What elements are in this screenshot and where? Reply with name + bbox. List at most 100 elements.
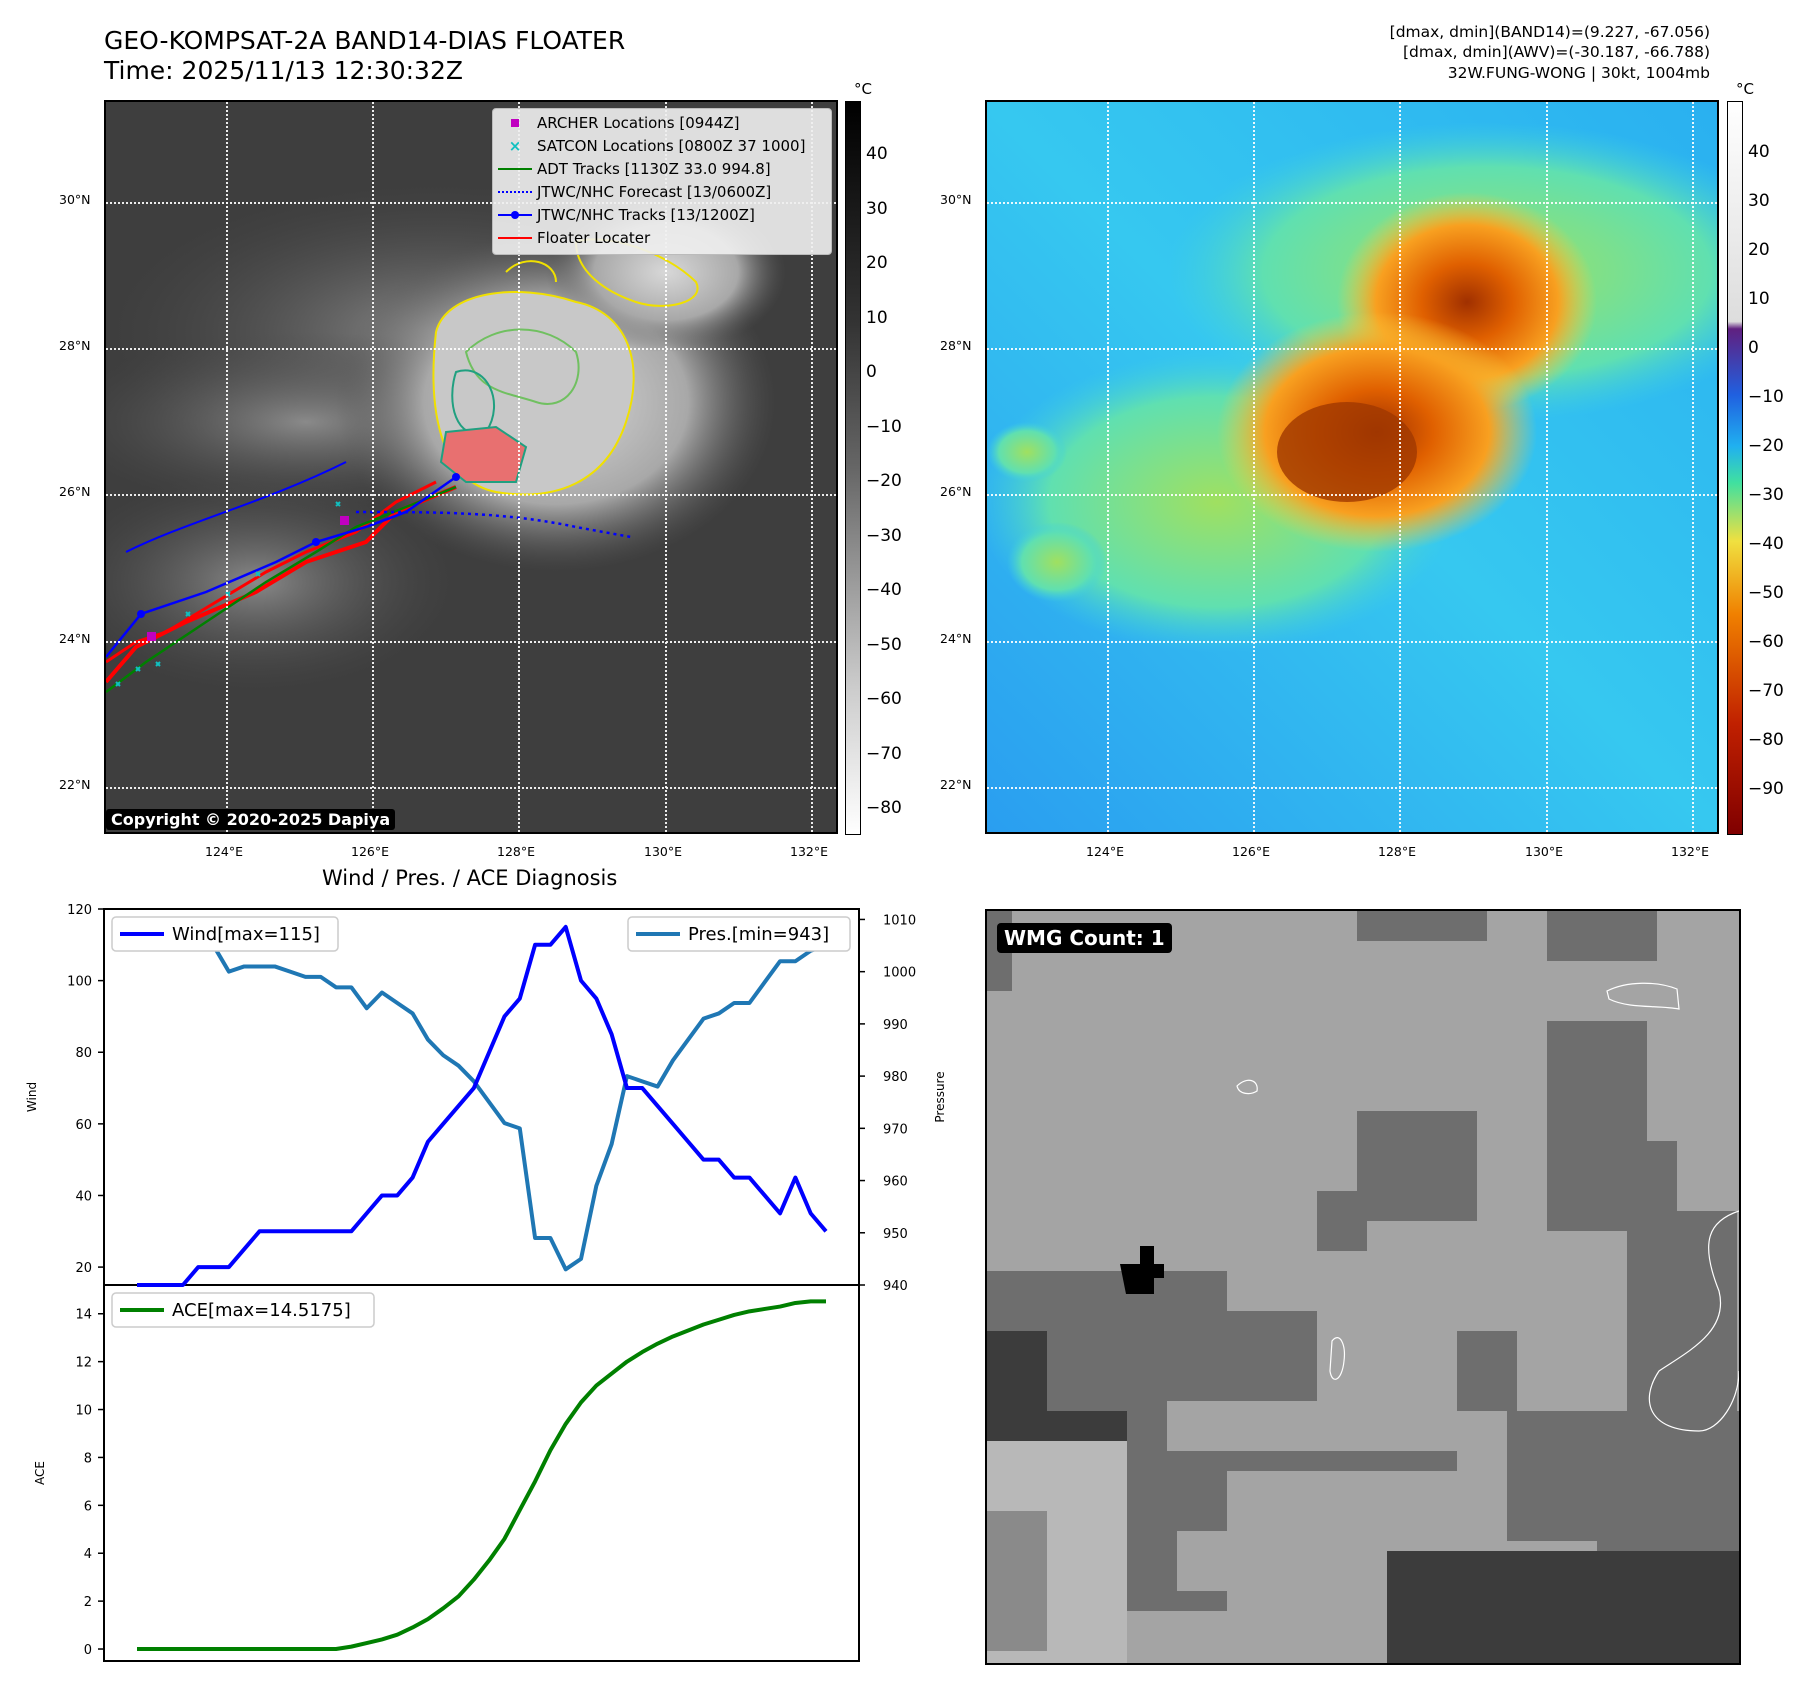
ir-colorbar-tick-label: −80	[866, 798, 902, 818]
wv-imagery	[987, 102, 1717, 832]
wind-axes-frame	[103, 908, 860, 1286]
legend-satcon-label: SATCON Locations [0800Z 37 1000]	[537, 136, 806, 155]
wv-map	[985, 100, 1719, 834]
wv-lon-label: 128°E	[1378, 844, 1417, 859]
wv-colorbar-tick-label: −50	[1748, 583, 1784, 603]
ace-y-tick-label: 2	[84, 1595, 92, 1610]
legend-floater-label: Floater Locater	[537, 228, 651, 247]
wv-colorbar-tick-label: −10	[1748, 387, 1784, 407]
legend-jtwc-tracks-label: JTWC/NHC Tracks [13/1200Z]	[537, 205, 755, 224]
wv-colorbar-tick-label: −40	[1748, 534, 1784, 554]
legend-jtwc-forecast-label: JTWC/NHC Forecast [13/0600Z]	[537, 182, 772, 201]
pressure-y-tick-label: 980	[883, 1070, 908, 1085]
legend-archer-label: ARCHER Locations [0944Z]	[537, 113, 740, 132]
blue-dotted-line-icon	[493, 190, 537, 193]
ir-colorbar-tick-label: −60	[866, 689, 902, 709]
ace-y-tick-label: 0	[84, 1643, 92, 1658]
wv-colorbar-tick-label: 30	[1748, 191, 1770, 211]
legend-floater: Floater Locater	[493, 226, 831, 249]
ir-lon-label: 126°E	[351, 844, 390, 859]
ir-colorbar-tick-label: 10	[866, 307, 888, 328]
ir-lat-label: 28°N	[59, 338, 91, 353]
wv-colorbar-tick-label: 10	[1748, 289, 1770, 309]
wv-colorbar-unit: °C	[1736, 80, 1754, 98]
ir-colorbar-tick-label: −70	[866, 743, 902, 764]
wv-lon-label: 132°E	[1671, 844, 1710, 859]
ir-lon-label: 124°E	[205, 844, 244, 859]
ir-colorbar-tick-label: 40	[866, 144, 888, 164]
wv-colorbar-tick-label: 20	[1748, 240, 1770, 260]
wv-lon-label: 126°E	[1232, 844, 1271, 859]
ir-grid-lat-26	[106, 494, 836, 496]
legend-satcon: × SATCON Locations [0800Z 37 1000]	[493, 134, 831, 157]
ir-grid-lon-132	[811, 102, 813, 832]
pressure-y-axis-label: Pressure	[933, 1071, 947, 1122]
wv-colorbar-tick-label: −20	[1748, 436, 1784, 456]
wind-y-tick-label: 20	[75, 1261, 92, 1276]
pressure-y-tick-label: 1010	[883, 913, 916, 928]
wv-grid-lon-130	[1546, 102, 1548, 832]
wind-y-tick-label: 60	[75, 1118, 92, 1133]
ir-colorbar-tick-label: −50	[866, 634, 902, 655]
ir-grid-lon-128	[518, 102, 520, 832]
wv-colorbar-tick-label: −80	[1748, 730, 1784, 750]
copyright-label: Copyright © 2020-2025 Dapiya	[106, 809, 396, 830]
wv-grid-lat-24	[987, 641, 1717, 643]
wmg-count-badge: WMG Count: 1	[997, 923, 1172, 953]
legend-archer: ARCHER Locations [0944Z]	[493, 111, 831, 134]
ir-lat-label: 22°N	[59, 777, 91, 792]
legend-jtwc-forecast: JTWC/NHC Forecast [13/0600Z]	[493, 180, 831, 203]
dmax-awv: [dmax, dmin](AWV)=(-30.187, -66.788)	[1403, 43, 1710, 61]
pressure-series-line	[135, 918, 827, 1272]
wmg-imagery	[987, 911, 1739, 1663]
figure-title-line1: GEO-KOMPSAT-2A BAND14-DIAS FLOATER	[104, 26, 626, 55]
ir-map: ARCHER Locations [0944Z] × SATCON Locatio…	[104, 100, 838, 834]
ir-grid-lon-124	[226, 102, 228, 832]
red-line-icon	[493, 236, 537, 239]
ace-series-line	[137, 1299, 826, 1652]
wind-series-line	[137, 924, 828, 1287]
ir-grid-lon-130	[665, 102, 667, 832]
ir-colorbar-tick-label: −20	[866, 471, 902, 491]
wv-lat-label: 22°N	[940, 777, 972, 792]
ir-grid-lat-28	[106, 348, 836, 350]
ir-colorbar	[845, 101, 861, 835]
diagnosis-title: Wind / Pres. / ACE Diagnosis	[322, 866, 618, 890]
pressure-y-tick-label: 940	[883, 1279, 908, 1294]
wv-colorbar	[1727, 101, 1743, 835]
legend-adt-label: ADT Tracks [1130Z 33.0 994.8]	[537, 159, 771, 178]
ir-grid-lat-30	[106, 202, 836, 204]
ace-y-axis-label: ACE	[33, 1461, 47, 1485]
magenta-square-icon	[493, 118, 537, 127]
wv-colorbar-tick-label: −70	[1748, 681, 1784, 701]
wind-legend-box	[111, 916, 339, 952]
ir-colorbar-tick-label: 20	[866, 253, 888, 273]
wind-y-tick-label: 80	[75, 1046, 92, 1061]
ir-colorbar-unit: °C	[854, 80, 872, 98]
wv-colorbar-tick-label: 40	[1748, 142, 1770, 162]
ace-y-tick-label: 4	[84, 1547, 92, 1562]
wv-colorbar-tick-label: −90	[1748, 779, 1784, 799]
ir-grid-lon-126	[372, 102, 374, 832]
wind-y-axis-label: Wind	[25, 1082, 39, 1112]
wind-y-tick-label: 40	[75, 1189, 92, 1204]
wmg-panel: WMG Count: 1	[985, 909, 1741, 1665]
ir-grid-lat-24	[106, 641, 836, 643]
wv-grid-lat-28	[987, 348, 1717, 350]
ir-lon-label: 130°E	[644, 844, 683, 859]
ir-colorbar-tick-label: 0	[866, 362, 877, 382]
wv-lon-label: 130°E	[1525, 844, 1564, 859]
blue-dot-line-icon	[493, 210, 537, 219]
pressure-y-tick-label: 1000	[883, 966, 916, 981]
pressure-legend-label: Pres.[min=943]	[688, 924, 829, 945]
wind-y-tick-label: 100	[67, 975, 92, 990]
wind-legend-label: Wind[max=115]	[172, 924, 320, 945]
storm-info: 32W.FUNG-WONG | 30kt, 1004mb	[1447, 64, 1710, 82]
dmax-band14: [dmax, dmin](BAND14)=(9.227, -67.056)	[1389, 23, 1710, 41]
wv-lat-label: 26°N	[940, 484, 972, 499]
wv-grid-lon-124	[1107, 102, 1109, 832]
pressure-y-tick-label: 990	[883, 1018, 908, 1033]
pressure-y-tick-label: 960	[883, 1175, 908, 1190]
ace-axes-frame	[103, 1284, 860, 1662]
ace-y-tick-label: 14	[75, 1308, 92, 1323]
